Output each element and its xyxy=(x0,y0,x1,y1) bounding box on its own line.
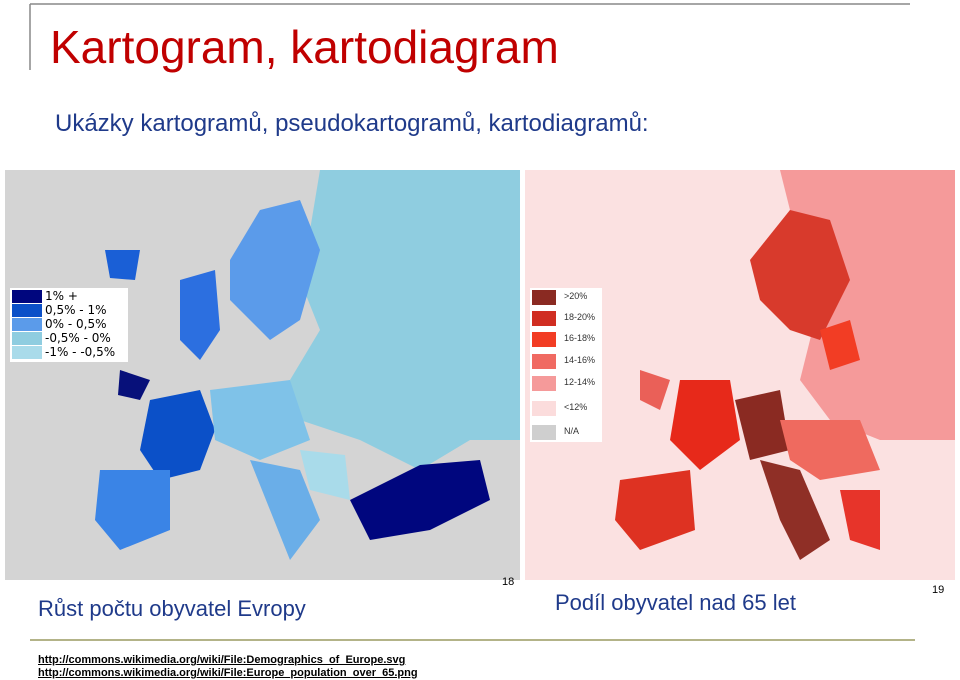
legend-label: 14-16% xyxy=(564,355,596,365)
title: Kartogram, kartodiagram xyxy=(50,21,559,73)
source-link[interactable]: http://commons.wikimedia.org/wiki/File:D… xyxy=(38,654,406,666)
legend-elderly: >20% 18-20% 16-18% 14-16% 12-14% <12% N/… xyxy=(564,291,595,436)
map-elderly xyxy=(525,170,955,580)
links: http://commons.wikimedia.org/wiki/File:D… xyxy=(38,654,418,680)
legend-label: 18-20% xyxy=(564,312,596,322)
subtitle: Ukázky kartogramů, pseudokartogramů, kar… xyxy=(55,110,649,137)
legend-label: -1% - -0,5% xyxy=(45,345,116,359)
legend-growth: 1% + 0,5% - 1% 0% - 0,5% -0,5% - 0% -1% … xyxy=(45,289,115,359)
map-growth xyxy=(5,170,520,580)
legend-label: N/A xyxy=(564,426,580,436)
legend-label: >20% xyxy=(564,291,588,301)
legend-label: -0,5% - 0% xyxy=(45,331,111,345)
source-link[interactable]: http://commons.wikimedia.org/wiki/File:E… xyxy=(38,667,418,679)
page-number: 19 xyxy=(932,584,945,596)
caption: Růst počtu obyvatel Evropy xyxy=(38,596,306,621)
legend-label: 0% - 0,5% xyxy=(45,317,107,331)
legend-label: 0,5% - 1% xyxy=(45,303,107,317)
legend-label: <12% xyxy=(564,402,588,412)
legend-label: 12-14% xyxy=(564,377,596,387)
page-number: 18 xyxy=(502,576,515,588)
caption: Podíl obyvatel nad 65 let xyxy=(555,590,796,615)
legend-label: 1% + xyxy=(45,289,78,303)
legend-label: 16-18% xyxy=(564,333,596,343)
